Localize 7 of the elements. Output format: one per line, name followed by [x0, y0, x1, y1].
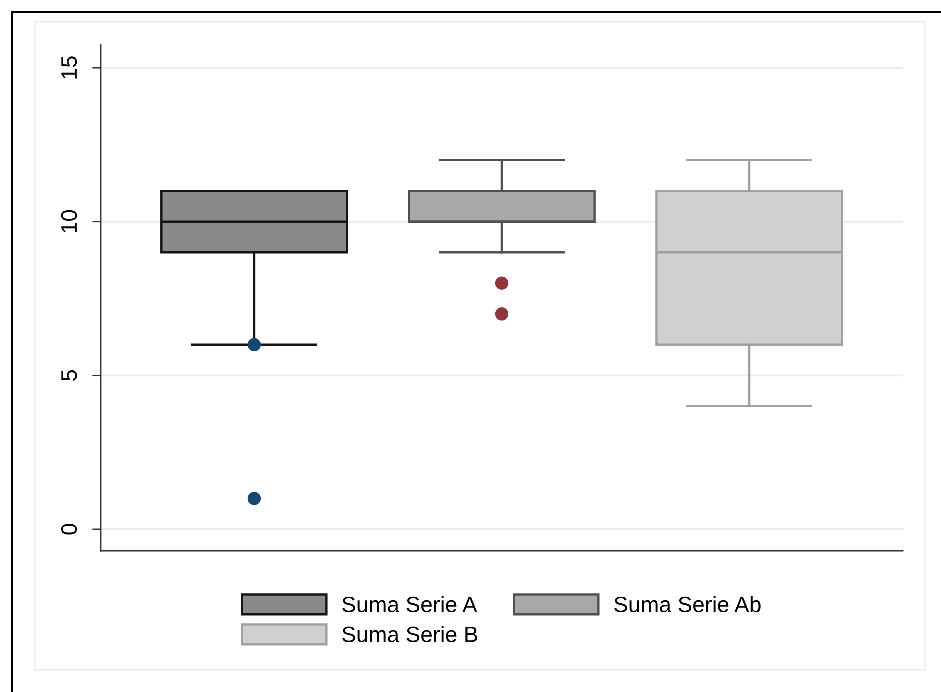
y-tick-label: 15: [62, 56, 78, 79]
legend-label: Suma Serie A: [342, 596, 478, 613]
legend-label: Suma Serie B: [342, 626, 478, 642]
y-tick-label: 0: [61, 524, 78, 535]
y-tick-label: 10: [61, 210, 78, 233]
legend-label: Suma Serie Ab: [614, 596, 761, 613]
y-tick-label: 5: [62, 370, 78, 381]
